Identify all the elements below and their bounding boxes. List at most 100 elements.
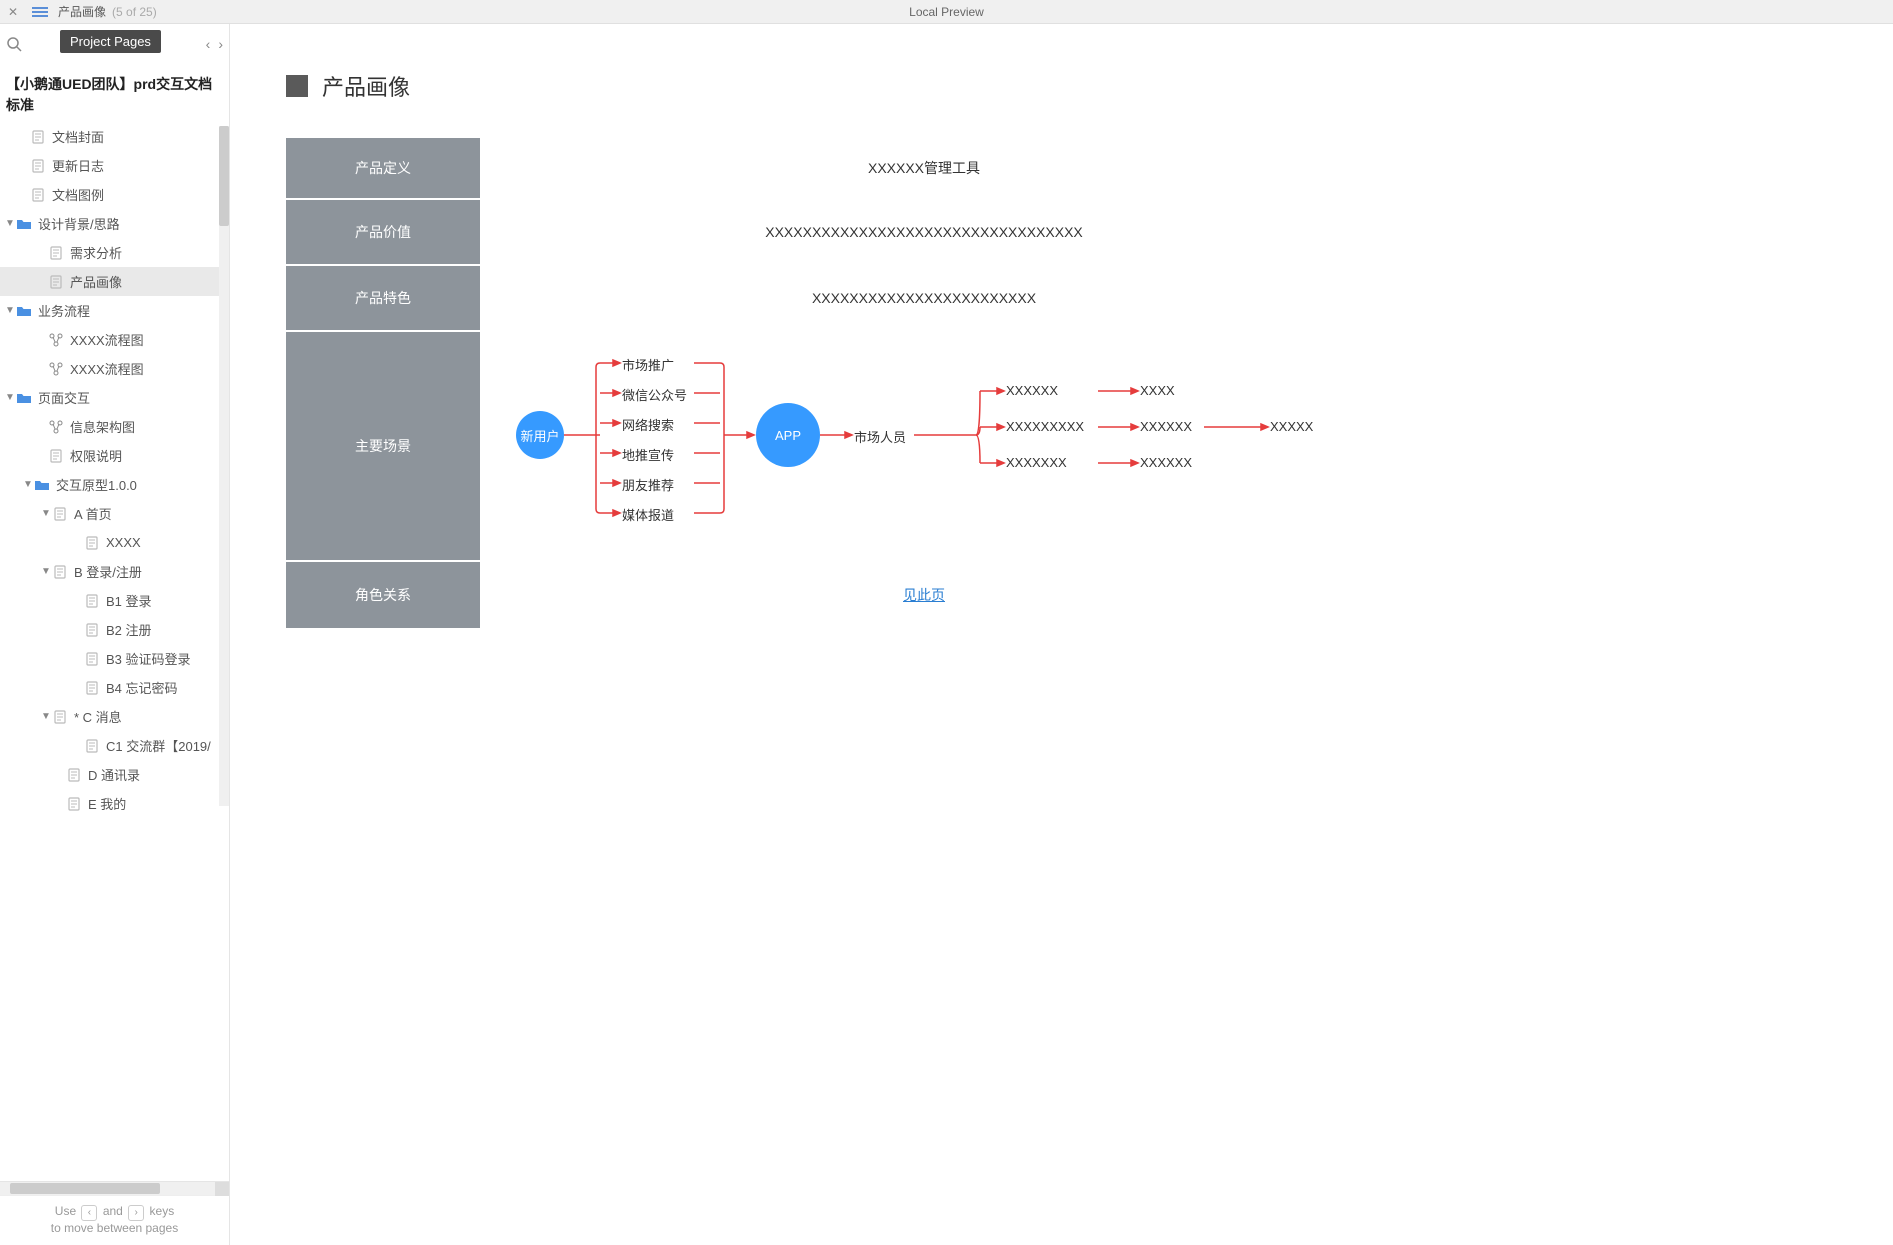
page-icon [30, 129, 46, 145]
tree-item[interactable]: ▼ A 首页 [0, 499, 229, 528]
tree-item[interactable]: B1 登录 [0, 586, 229, 615]
page-icon [48, 245, 64, 261]
flow-circle: APP [756, 403, 820, 467]
sidebar: Project Pages ‹ › 【小鹅通UED团队】prd交互文档标准 文档… [0, 24, 230, 1245]
tree-caret-icon: ▼ [4, 392, 16, 403]
tree-item-label: * C 消息 [74, 707, 122, 726]
value-feature: XXXXXXXXXXXXXXXXXXXXXXXX [482, 266, 1366, 330]
search-icon[interactable] [6, 36, 22, 52]
tree-item[interactable]: B2 注册 [0, 615, 229, 644]
hamburger-icon[interactable] [30, 3, 50, 21]
hscroll-right-arrow[interactable] [215, 1182, 229, 1196]
tree-item[interactable]: ▼ 设计背景/思路 [0, 209, 229, 238]
tree-item[interactable]: 信息架构图 [0, 412, 229, 441]
row-role: 角色关系 见此页 [286, 562, 1366, 630]
tree-caret-icon: ▼ [40, 566, 52, 577]
left-key-icon: ‹ [81, 1205, 97, 1221]
tree-item-label: A 首页 [74, 504, 112, 523]
row-feature: 产品特色 XXXXXXXXXXXXXXXXXXXXXXXX [286, 266, 1366, 332]
tree-item-label: 设计背景/思路 [38, 214, 120, 233]
tree-scrollbar[interactable] [219, 126, 229, 806]
sidebar-hscroll[interactable] [0, 1181, 229, 1195]
tree-item[interactable]: ▼* C 消息 [0, 702, 229, 731]
value-scene: 新用户APP市场推广微信公众号网络搜索地推宣传朋友推荐媒体报道市场人员XXXXX… [482, 332, 1366, 560]
page-icon [48, 274, 64, 290]
tree-item-label: 权限说明 [70, 446, 122, 465]
flow-icon [48, 361, 64, 377]
tree-caret-icon: ▼ [40, 508, 52, 519]
flow-text: 市场人员 [854, 427, 906, 446]
page-name: 产品画像 [58, 3, 106, 20]
page-icon [66, 767, 82, 783]
tree-item-label: B1 登录 [106, 591, 152, 610]
tree-item-label: 更新日志 [52, 156, 104, 175]
top-bar: ✕ 产品画像 (5 of 25) Local Preview [0, 0, 1893, 24]
page-icon [52, 564, 68, 580]
flow-text: 媒体报道 [622, 505, 674, 524]
role-link[interactable]: 见此页 [903, 585, 945, 605]
page-icon [84, 622, 100, 638]
flow-diagram: 新用户APP市场推广微信公众号网络搜索地推宣传朋友推荐媒体报道市场人员XXXXX… [482, 331, 1366, 561]
row-worth: 产品价值 XXXXXXXXXXXXXXXXXXXXXXXXXXXXXXXXXX [286, 200, 1366, 266]
label-role: 角色关系 [286, 562, 482, 628]
tree-item-label: 信息架构图 [70, 417, 135, 436]
flow-text: 市场推广 [622, 355, 674, 374]
page-icon [52, 506, 68, 522]
flow-text: XXXXXX [1006, 383, 1058, 398]
flow-text: XXXXX [1270, 419, 1313, 434]
tree-item[interactable]: ▼B 登录/注册 [0, 557, 229, 586]
tree-item[interactable]: XXXX流程图 [0, 325, 229, 354]
tree-item[interactable]: XXXX [0, 528, 229, 557]
next-page-icon[interactable]: › [218, 36, 223, 52]
row-scene: 主要场景 新用户APP市场推广微信公众号网络搜索地推宣传朋友推荐媒体报道市场人员… [286, 332, 1366, 562]
tree-item[interactable]: 权限说明 [0, 441, 229, 470]
tree-item-label: 需求分析 [70, 243, 122, 262]
tree-item[interactable]: ▼页面交互 [0, 383, 229, 412]
page-heading: 产品画像 [286, 70, 1893, 102]
flow-circle: 新用户 [516, 411, 564, 459]
tree-item[interactable]: B4 忘记密码 [0, 673, 229, 702]
prev-page-icon[interactable]: ‹ [206, 36, 211, 52]
label-definition: 产品定义 [286, 138, 482, 198]
tree-item-label: E 我的 [88, 794, 126, 813]
tree-item[interactable]: 文档图例 [0, 180, 229, 209]
tree-item[interactable]: D 通讯录 [0, 760, 229, 789]
tree-scrollbar-thumb[interactable] [219, 126, 229, 226]
tree-caret-icon: ▼ [4, 305, 16, 316]
value-role: 见此页 [482, 562, 1366, 628]
close-icon[interactable]: ✕ [4, 5, 22, 19]
value-definition: XXXXXX管理工具 [482, 138, 1366, 198]
content-table: 产品定义 XXXXXX管理工具 产品价值 XXXXXXXXXXXXXXXXXXX… [286, 138, 1366, 630]
tree-item[interactable]: ▼业务流程 [0, 296, 229, 325]
tree-item[interactable]: B3 验证码登录 [0, 644, 229, 673]
folder-icon [16, 303, 32, 319]
tree-caret-icon: ▼ [4, 218, 16, 229]
row-definition: 产品定义 XXXXXX管理工具 [286, 138, 1366, 200]
tree-item[interactable]: E 我的 [0, 789, 229, 818]
tree-item[interactable]: 更新日志 [0, 151, 229, 180]
label-feature: 产品特色 [286, 266, 482, 330]
preview-mode-label: Local Preview [909, 5, 984, 19]
value-worth: XXXXXXXXXXXXXXXXXXXXXXXXXXXXXXXXXX [482, 200, 1366, 264]
nav-arrows: ‹ › [206, 36, 223, 52]
tree-item[interactable]: XXXX流程图 [0, 354, 229, 383]
tree-item[interactable]: 文档封面 [0, 122, 229, 151]
flow-svg [482, 331, 1366, 561]
tree-item[interactable]: 产品画像 [0, 267, 229, 296]
tree-item-label: XXXX流程图 [70, 330, 144, 349]
flow-icon [48, 332, 64, 348]
main-preview: 产品画像 产品定义 XXXXXX管理工具 产品价值 XXXXXXXXXXXXXX… [230, 24, 1893, 1245]
tree-item-label: B2 注册 [106, 620, 152, 639]
flow-icon [48, 419, 64, 435]
tree-item-label: 产品画像 [70, 272, 122, 291]
hscroll-thumb[interactable] [10, 1183, 160, 1194]
tree-item-label: D 通讯录 [88, 765, 140, 784]
page-icon [52, 709, 68, 725]
page-counter: (5 of 25) [112, 5, 157, 19]
folder-icon [16, 216, 32, 232]
tree-item[interactable]: ▼交互原型1.0.0 [0, 470, 229, 499]
tree-item-label: XXXX [106, 535, 141, 550]
tree-item[interactable]: C1 交流群【2019/ [0, 731, 229, 760]
tree-item[interactable]: 需求分析 [0, 238, 229, 267]
flow-text: 网络搜索 [622, 415, 674, 434]
